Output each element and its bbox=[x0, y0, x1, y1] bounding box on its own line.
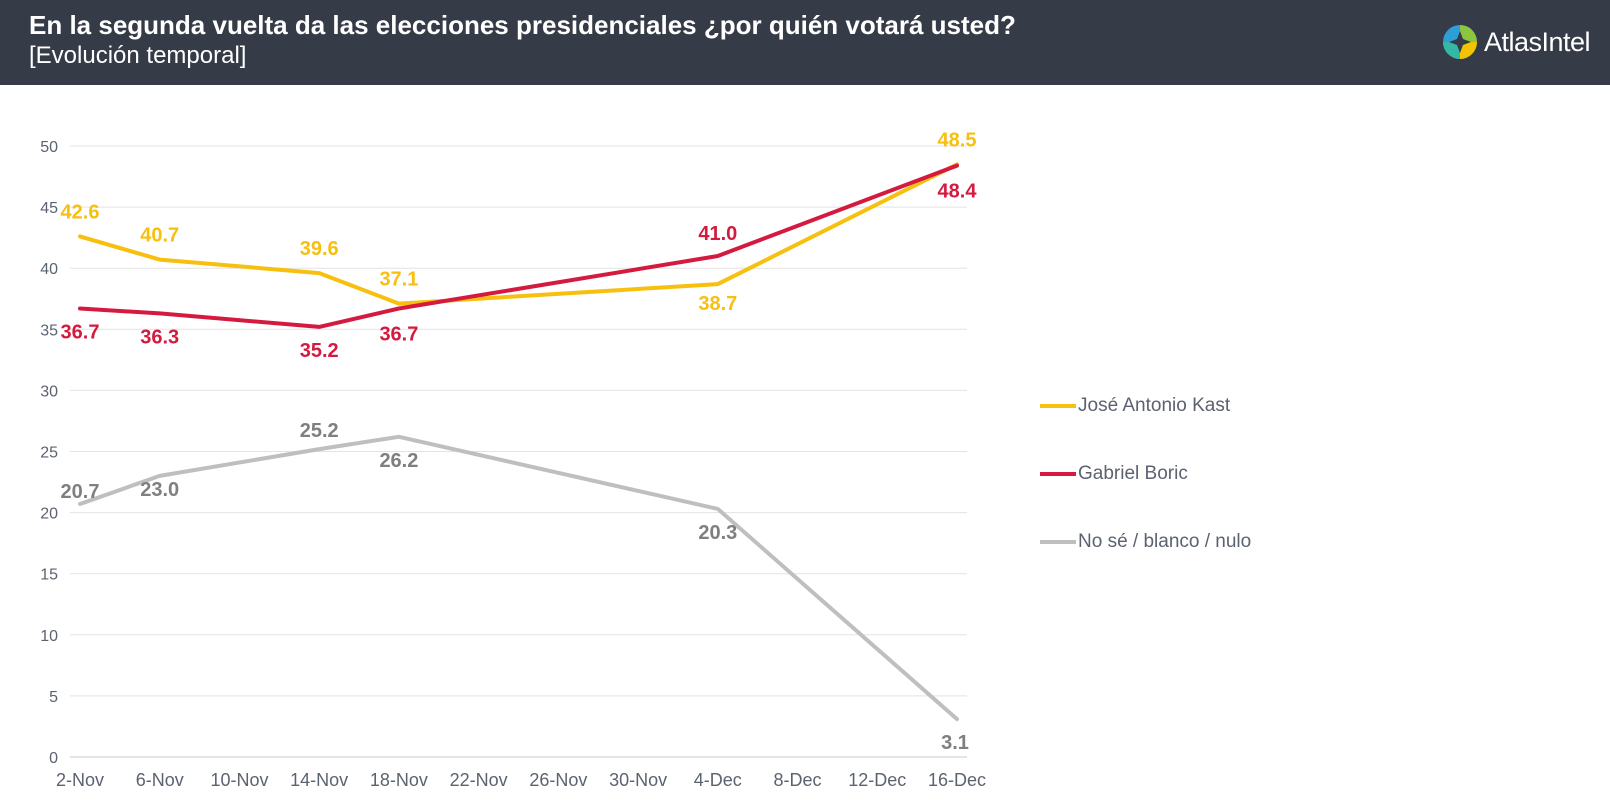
data-label: 40.7 bbox=[140, 225, 179, 247]
chart-title: En la segunda vuelta da las elecciones p… bbox=[29, 10, 1016, 40]
logo-text: AtlasIntel bbox=[1484, 26, 1591, 57]
legend-swatch bbox=[1040, 540, 1076, 544]
y-tick-label: 50 bbox=[40, 139, 58, 156]
series-line bbox=[78, 163, 959, 329]
x-tick-label: 26-Nov bbox=[529, 770, 587, 790]
data-labels: 42.6 40.7 39.6 37.1 38.7 48.5 36.7 36.3 35.2 36.7… bbox=[61, 129, 978, 754]
y-tick-label: 20 bbox=[40, 506, 58, 523]
y-tick-label: 5 bbox=[49, 689, 58, 706]
data-label: 3.1 bbox=[941, 732, 969, 754]
data-label: 42.6 bbox=[61, 201, 100, 223]
x-tick-label: 16-Dec bbox=[928, 770, 986, 790]
x-tick-label: 14-Nov bbox=[290, 770, 348, 790]
gridlines bbox=[70, 145, 967, 758]
data-label: 38.7 bbox=[698, 293, 737, 315]
data-label: 41.0 bbox=[698, 223, 737, 245]
x-tick-label: 10-Nov bbox=[210, 770, 268, 790]
y-tick-label: 0 bbox=[49, 750, 58, 767]
legend-label: Gabriel Boric bbox=[1078, 463, 1188, 484]
y-tick-label: 30 bbox=[40, 383, 58, 400]
legend-item: Gabriel Boric bbox=[1040, 463, 1188, 485]
header-bar: En la segunda vuelta da las elecciones p… bbox=[0, 0, 1610, 85]
brand-logo: AtlasIntel bbox=[1442, 24, 1591, 60]
data-label: 48.5 bbox=[938, 129, 977, 151]
y-tick-label: 40 bbox=[40, 261, 58, 278]
x-tick-label: 8-Dec bbox=[774, 770, 822, 790]
x-tick-label: 4-Dec bbox=[694, 770, 742, 790]
data-label: 35.2 bbox=[300, 340, 339, 362]
data-label: 48.4 bbox=[938, 181, 978, 203]
atlasintel-logo-icon bbox=[1443, 25, 1477, 59]
legend-swatch bbox=[1040, 404, 1076, 408]
data-label: 36.3 bbox=[140, 326, 179, 348]
x-tick-label: 30-Nov bbox=[609, 770, 667, 790]
x-tick-label: 2-Nov bbox=[56, 770, 104, 790]
x-tick-label: 18-Nov bbox=[370, 770, 428, 790]
y-tick-label: 25 bbox=[40, 445, 58, 462]
legend-label: José Antonio Kast bbox=[1078, 395, 1231, 416]
y-tick-label: 45 bbox=[40, 200, 58, 217]
y-tick-label: 10 bbox=[40, 628, 58, 645]
data-label: 23.0 bbox=[140, 479, 179, 501]
data-label: 36.7 bbox=[379, 324, 418, 346]
series-lines bbox=[78, 162, 959, 722]
legend-item: No sé / blanco / nulo bbox=[1040, 531, 1251, 553]
y-axis: 0 5 10 15 20 25 30 35 40 45 50 bbox=[40, 139, 58, 767]
data-label: 39.6 bbox=[300, 238, 339, 260]
x-tick-label: 12-Dec bbox=[848, 770, 906, 790]
data-label: 26.2 bbox=[379, 450, 418, 472]
data-label: 36.7 bbox=[61, 322, 100, 344]
x-tick-label: 6-Nov bbox=[136, 770, 184, 790]
data-label: 20.3 bbox=[698, 522, 737, 544]
legend-swatch bbox=[1040, 472, 1076, 476]
chart-subtitle: [Evolución temporal] bbox=[29, 42, 247, 69]
x-axis: 2-Nov 6-Nov 10-Nov 14-Nov 18-Nov 22-Nov 26-Nov… bbox=[56, 770, 986, 790]
data-label: 25.2 bbox=[300, 420, 339, 442]
legend-label: No sé / blanco / nulo bbox=[1078, 531, 1252, 552]
series-line bbox=[78, 434, 959, 722]
data-label: 37.1 bbox=[379, 269, 418, 291]
data-label: 20.7 bbox=[61, 481, 100, 503]
y-tick-label: 15 bbox=[40, 567, 58, 584]
x-tick-label: 22-Nov bbox=[450, 770, 508, 790]
series-line bbox=[78, 162, 959, 306]
legend-item: José Antonio Kast bbox=[1040, 395, 1230, 417]
y-tick-label: 35 bbox=[40, 322, 58, 339]
